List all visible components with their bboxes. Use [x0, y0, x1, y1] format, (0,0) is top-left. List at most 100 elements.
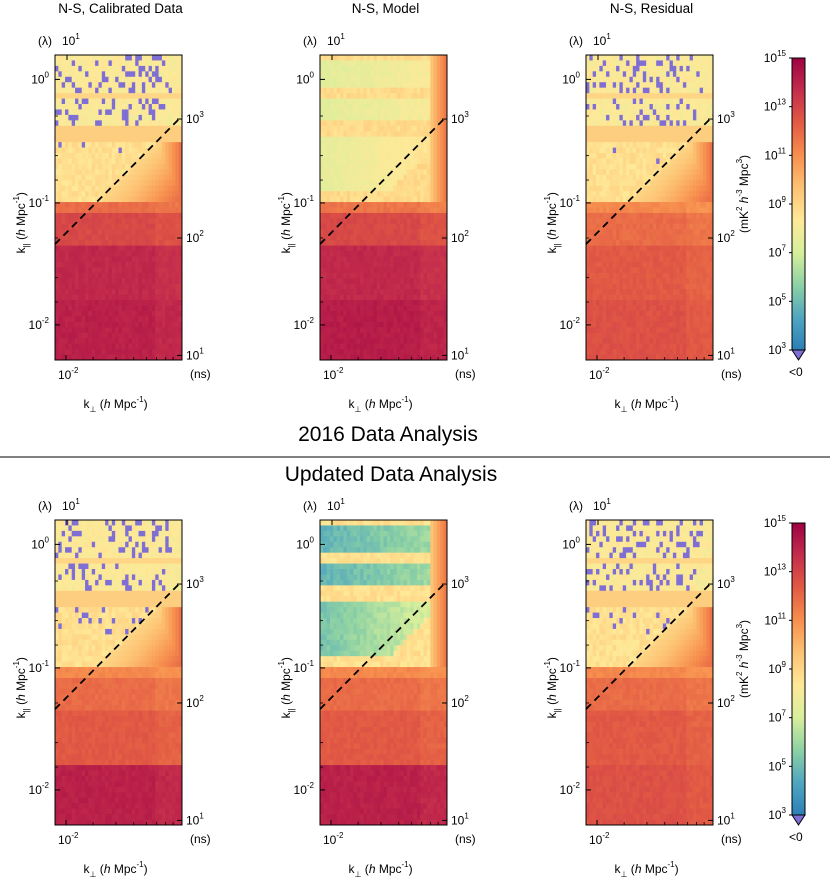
- heatmap-cell: [131, 278, 136, 285]
- heatmap-cell: [416, 153, 421, 159]
- heatmap-cell: [68, 321, 73, 328]
- heatmap-cell: [61, 300, 66, 306]
- heatmap-cell: [370, 332, 374, 339]
- heatmap-cell: [320, 354, 324, 361]
- heatmap-cell: [326, 131, 331, 138]
- heatmap-cell: [141, 327, 146, 334]
- heatmap-cell: [366, 256, 371, 263]
- heatmap-cell: [350, 120, 354, 127]
- heatmap-cell: [115, 207, 119, 214]
- heatmap-cell: [380, 294, 384, 301]
- heatmap-cell: [599, 104, 604, 110]
- heatmap-cell: [75, 234, 79, 241]
- heatmap-cell: [416, 93, 421, 99]
- heatmap-cell: [138, 191, 143, 198]
- heatmap-cell: [413, 267, 418, 274]
- heatmap-cell: [111, 76, 116, 83]
- heatmap-cell: [121, 349, 126, 355]
- heatmap-cell: [426, 114, 431, 121]
- heatmap-cell: [141, 153, 146, 159]
- heatmap-cell: [148, 65, 153, 72]
- heatmap-cell: [155, 218, 159, 225]
- heatmap-cell: [642, 125, 647, 132]
- heatmap-cell: [423, 82, 428, 89]
- heatmap-cell: [346, 185, 351, 192]
- heatmap-cell: [148, 82, 153, 89]
- heatmap-cell: [175, 202, 180, 208]
- heatmap-cell: [161, 163, 166, 170]
- heatmap-cell: [78, 316, 83, 323]
- heatmap-cell: [326, 120, 331, 127]
- heatmap-cell: [363, 174, 368, 181]
- heatmap-cell: [360, 289, 364, 296]
- heatmap-cell: [413, 310, 418, 317]
- heatmap-cell: [343, 245, 348, 252]
- heatmap-cell: [85, 180, 89, 187]
- heatmap-cell: [88, 327, 93, 334]
- heatmap-cell: [679, 120, 684, 127]
- heatmap-cell: [168, 267, 173, 274]
- heatmap-cell: [373, 93, 378, 99]
- heatmap-cell: [356, 278, 361, 285]
- heatmap-cell: [430, 267, 435, 274]
- heatmap-cell: [165, 354, 170, 361]
- heatmap-cell: [416, 125, 421, 132]
- heatmap-cell: [128, 251, 133, 257]
- heatmap-cell: [61, 305, 66, 312]
- heatmap-cell: [340, 76, 344, 83]
- heatmap-cell: [692, 60, 697, 67]
- heatmap-cell: [115, 218, 119, 225]
- heatmap-cell: [330, 316, 334, 323]
- heatmap-cell: [105, 202, 109, 208]
- heatmap-cell: [330, 300, 334, 306]
- heatmap-cell: [81, 169, 86, 176]
- heatmap-cell: [676, 60, 680, 67]
- heatmap-cell: [75, 174, 79, 181]
- heatmap-cell: [115, 114, 119, 121]
- heatmap-cell: [652, 104, 657, 110]
- heatmap-cell: [380, 212, 384, 219]
- heatmap-cell: [118, 185, 123, 192]
- heatmap-cell: [376, 316, 381, 323]
- heatmap-cell: [165, 147, 170, 154]
- heatmap-cell: [148, 261, 153, 268]
- heatmap-cell: [333, 185, 338, 192]
- axis-k: k: [84, 397, 91, 411]
- heatmap-cell: [366, 327, 371, 334]
- heatmap-cell: [413, 125, 418, 132]
- heatmap-cell: [380, 272, 384, 279]
- heatmap-cell: [366, 71, 371, 78]
- heatmap-cell: [699, 82, 704, 89]
- heatmap-cell: [426, 71, 431, 78]
- heatmap-cell: [145, 267, 149, 274]
- heatmap-cell: [65, 310, 69, 317]
- heatmap-cell: [360, 136, 364, 143]
- heatmap-cell: [326, 55, 331, 61]
- heatmap-cell: [396, 142, 401, 148]
- heatmap-cell: [380, 136, 384, 143]
- heatmap-cell: [75, 60, 79, 67]
- heatmap-cell: [75, 185, 79, 192]
- heatmap-cell: [135, 65, 139, 72]
- heatmap-cell: [423, 272, 428, 279]
- heatmap-cell: [622, 109, 627, 116]
- heatmap-cell: [586, 87, 590, 94]
- heatmap-cell: [101, 272, 106, 279]
- heatmap-cell: [75, 245, 79, 252]
- heatmap-cell: [376, 338, 381, 345]
- heatmap-cell: [95, 55, 99, 61]
- heatmap-cell: [135, 98, 139, 105]
- heatmap-cell: [141, 245, 146, 252]
- heatmap-cell: [423, 229, 428, 236]
- heatmap-cell: [131, 289, 136, 296]
- heatmap-cell: [642, 82, 647, 89]
- heatmap-cell: [323, 338, 328, 345]
- heatmap-cell: [393, 212, 398, 219]
- heatmap-cell: [440, 125, 445, 132]
- heatmap-cell: [323, 191, 328, 198]
- heatmap-cell: [105, 65, 109, 72]
- heatmap-cell: [390, 300, 394, 306]
- heatmap-cell: [403, 104, 408, 110]
- heatmap-cell: [636, 131, 640, 138]
- heatmap-cell: [589, 55, 594, 61]
